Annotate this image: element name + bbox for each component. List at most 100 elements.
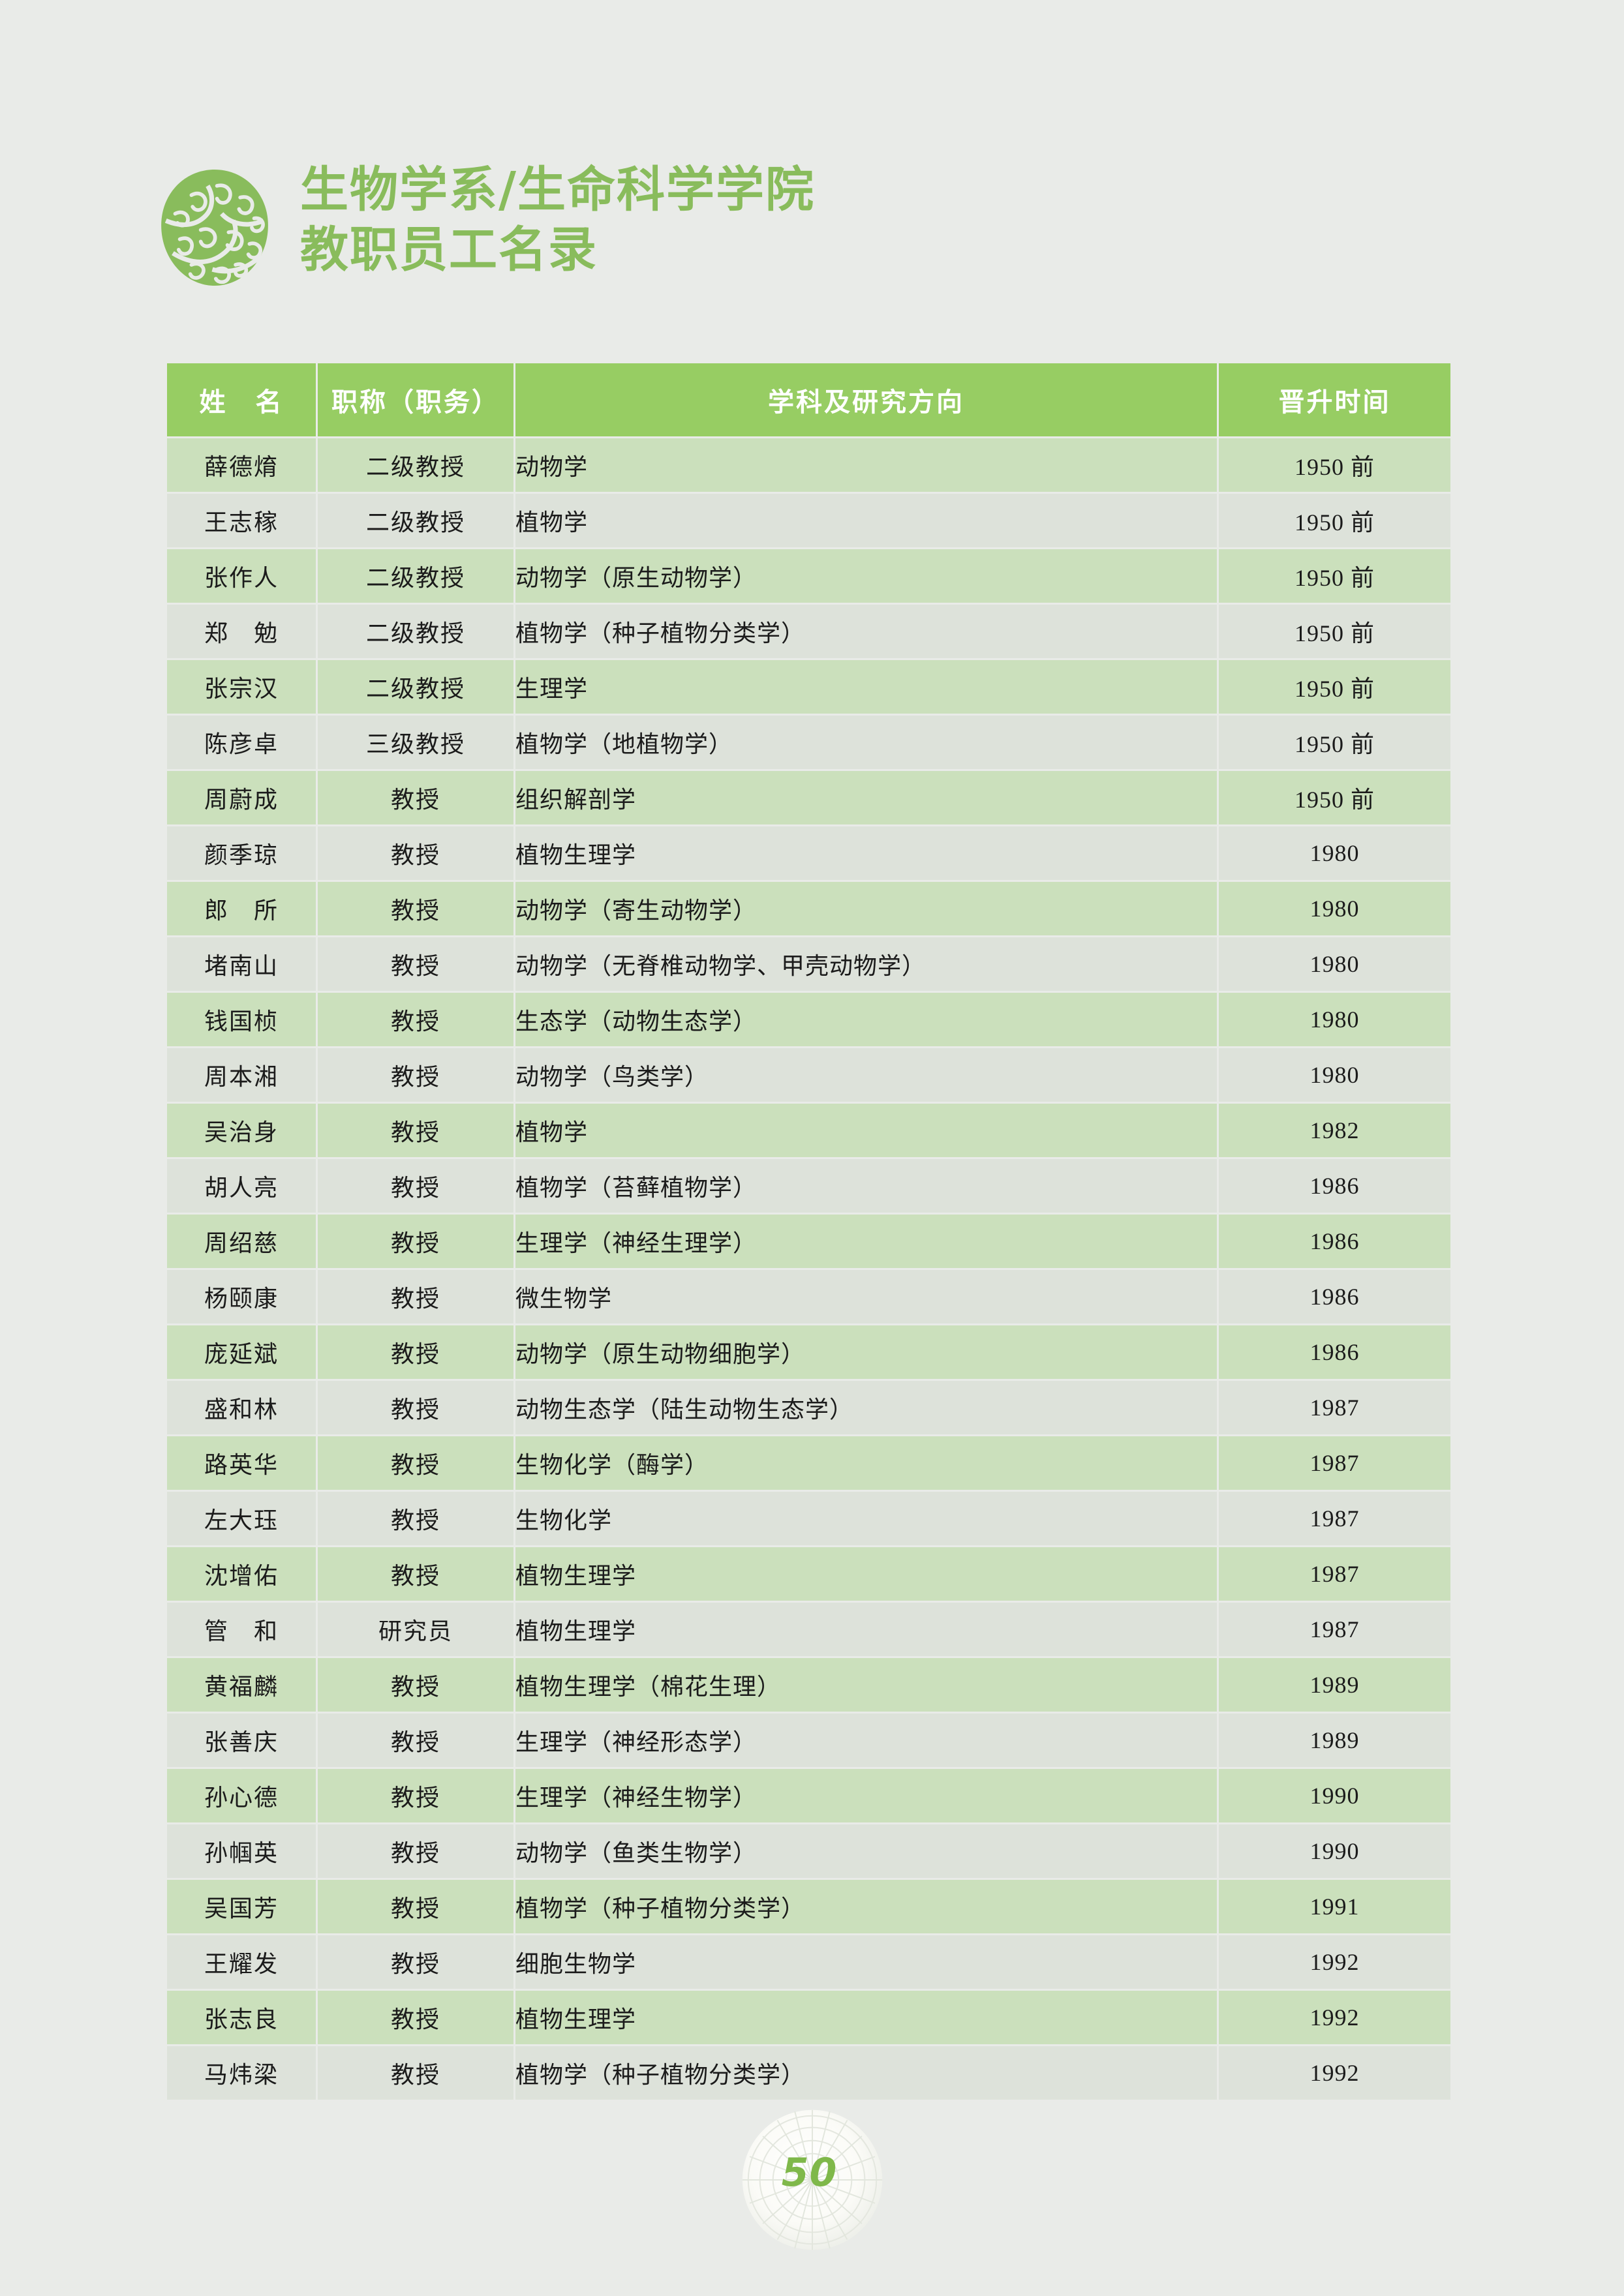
staff-name: 吴国芳 bbox=[167, 1880, 316, 1933]
staff-field: 植物生理学 bbox=[515, 1991, 1217, 2044]
table-row: 盛和林 教授 动物生态学（陆生动物生态学） 1987 bbox=[167, 1381, 1450, 1434]
table-row: 管 和研究员 植物生理学 1987 bbox=[167, 1603, 1450, 1656]
table-row: 沈增佑 教授 植物生理学 1987 bbox=[167, 1547, 1450, 1601]
table-row: 颜季琼 教授 植物生理学 1980 bbox=[167, 826, 1450, 880]
staff-field: 植物学（地植物学） bbox=[515, 716, 1217, 769]
staff-rank: 研究员 bbox=[318, 1603, 513, 1656]
staff-field: 植物学 bbox=[515, 1104, 1217, 1157]
staff-name: 周蔚成 bbox=[167, 771, 316, 824]
staff-name: 周本湘 bbox=[167, 1048, 316, 1102]
table-row: 孙心德 教授 生理学（神经生物学） 1990 bbox=[167, 1769, 1450, 1822]
staff-rank: 教授 bbox=[318, 1991, 513, 2044]
staff-rank: 教授 bbox=[318, 993, 513, 1046]
staff-year: 1989 bbox=[1219, 1658, 1450, 1712]
staff-rank: 教授 bbox=[318, 1714, 513, 1767]
column-header-year: 晋升时间 bbox=[1219, 363, 1450, 436]
table-row: 郎 所教授 动物学（寄生动物学） 1980 bbox=[167, 882, 1450, 935]
staff-rank: 三级教授 bbox=[318, 716, 513, 769]
staff-rank: 教授 bbox=[318, 1880, 513, 1933]
staff-rank: 教授 bbox=[318, 1436, 513, 1490]
staff-year: 1987 bbox=[1219, 1436, 1450, 1490]
table-row: 周蔚成 教授 组织解剖学 1950 前 bbox=[167, 771, 1450, 824]
staff-year: 1991 bbox=[1219, 1880, 1450, 1933]
staff-field: 生理学（神经生物学） bbox=[515, 1769, 1217, 1822]
staff-name: 路英华 bbox=[167, 1436, 316, 1490]
staff-rank: 教授 bbox=[318, 882, 513, 935]
staff-rank: 教授 bbox=[318, 1935, 513, 1989]
table-row: 杨颐康 教授 微生物学 1986 bbox=[167, 1270, 1450, 1323]
staff-name: 庞延斌 bbox=[167, 1325, 316, 1379]
staff-field: 生理学 bbox=[515, 660, 1217, 714]
table-row: 张志良 教授 植物生理学 1992 bbox=[167, 1991, 1450, 2044]
staff-field: 动物学（鸟类学） bbox=[515, 1048, 1217, 1102]
staff-name: 王耀发 bbox=[167, 1935, 316, 1989]
table-row: 黄福麟 教授 植物生理学（棉花生理） 1989 bbox=[167, 1658, 1450, 1712]
ammonite-shell-icon bbox=[742, 2109, 882, 2250]
staff-field: 组织解剖学 bbox=[515, 771, 1217, 824]
column-header-name: 姓 名 bbox=[167, 363, 316, 436]
table-row: 吴治身 教授 植物学 1982 bbox=[167, 1104, 1450, 1157]
staff-year: 1950 前 bbox=[1219, 660, 1450, 714]
table-row: 周本湘 教授 动物学（鸟类学） 1980 bbox=[167, 1048, 1450, 1102]
staff-year: 1992 bbox=[1219, 1991, 1450, 2044]
staff-name: 周绍慈 bbox=[167, 1215, 316, 1268]
staff-year: 1992 bbox=[1219, 2046, 1450, 2100]
staff-rank: 二级教授 bbox=[318, 438, 513, 492]
staff-name: 孙心德 bbox=[167, 1769, 316, 1822]
staff-name: 张善庆 bbox=[167, 1714, 316, 1767]
staff-rank: 二级教授 bbox=[318, 549, 513, 603]
staff-year: 1990 bbox=[1219, 1769, 1450, 1822]
staff-name: 盛和林 bbox=[167, 1381, 316, 1434]
staff-year: 1980 bbox=[1219, 1048, 1450, 1102]
staff-name: 郎 所 bbox=[167, 882, 316, 935]
ammonite-shell-ornament: 50 bbox=[725, 2092, 900, 2261]
column-header-field: 学科及研究方向 bbox=[515, 363, 1217, 436]
staff-field: 生物化学（酶学） bbox=[515, 1436, 1217, 1490]
staff-year: 1980 bbox=[1219, 882, 1450, 935]
staff-field: 植物生理学（棉花生理） bbox=[515, 1658, 1217, 1712]
staff-rank: 二级教授 bbox=[318, 605, 513, 658]
staff-rank: 二级教授 bbox=[318, 660, 513, 714]
staff-year: 1987 bbox=[1219, 1547, 1450, 1601]
staff-year: 1986 bbox=[1219, 1215, 1450, 1268]
staff-rank: 教授 bbox=[318, 2046, 513, 2100]
staff-rank: 教授 bbox=[318, 1215, 513, 1268]
table-row: 薛德焴 二级教授 动物学 1950 前 bbox=[167, 438, 1450, 492]
staff-field: 生物化学 bbox=[515, 1492, 1217, 1545]
page-footer: 50 bbox=[0, 2092, 1624, 2261]
staff-field: 生态学（动物生态学） bbox=[515, 993, 1217, 1046]
staff-year: 1986 bbox=[1219, 1270, 1450, 1323]
staff-field: 植物生理学 bbox=[515, 1603, 1217, 1656]
staff-year: 1950 前 bbox=[1219, 494, 1450, 547]
staff-name: 薛德焴 bbox=[167, 438, 316, 492]
staff-rank: 教授 bbox=[318, 826, 513, 880]
cloud-swirl-emblem-icon bbox=[161, 170, 268, 286]
table-row: 左大珏 教授 生物化学 1987 bbox=[167, 1492, 1450, 1545]
staff-name: 陈彦卓 bbox=[167, 716, 316, 769]
table-row: 王志稼 二级教授 植物学 1950 前 bbox=[167, 494, 1450, 547]
table-row: 马炜梁 教授 植物学（种子植物分类学） 1992 bbox=[167, 2046, 1450, 2100]
table-row: 郑 勉二级教授 植物学（种子植物分类学） 1950 前 bbox=[167, 605, 1450, 658]
staff-year: 1950 前 bbox=[1219, 771, 1450, 824]
table-row: 吴国芳 教授 植物学（种子植物分类学） 1991 bbox=[167, 1880, 1450, 1933]
staff-rank: 教授 bbox=[318, 1658, 513, 1712]
staff-field: 植物学（种子植物分类学） bbox=[515, 1880, 1217, 1933]
staff-name: 王志稼 bbox=[167, 494, 316, 547]
staff-name: 沈增佑 bbox=[167, 1547, 316, 1601]
staff-rank: 教授 bbox=[318, 1159, 513, 1213]
staff-year: 1980 bbox=[1219, 993, 1450, 1046]
staff-field: 细胞生物学 bbox=[515, 1935, 1217, 1989]
staff-field: 生理学（神经生理学） bbox=[515, 1215, 1217, 1268]
staff-name: 左大珏 bbox=[167, 1492, 316, 1545]
table-row: 周绍慈 教授 生理学（神经生理学） 1986 bbox=[167, 1215, 1450, 1268]
staff-year: 1982 bbox=[1219, 1104, 1450, 1157]
table-row: 陈彦卓 三级教授 植物学（地植物学） 1950 前 bbox=[167, 716, 1450, 769]
staff-rank: 教授 bbox=[318, 1492, 513, 1545]
page-header: 生物学系/生命科学学院 教职员工名录 bbox=[157, 162, 815, 290]
staff-field: 植物学（种子植物分类学） bbox=[515, 605, 1217, 658]
staff-field: 动物生态学（陆生动物生态学） bbox=[515, 1381, 1217, 1434]
staff-rank: 教授 bbox=[318, 1769, 513, 1822]
staff-name: 胡人亮 bbox=[167, 1159, 316, 1213]
staff-roster-table: 姓 名 职称（职务） 学科及研究方向 晋升时间 薛德焴 二级教授 动物学 1950 前… bbox=[165, 361, 1452, 2102]
